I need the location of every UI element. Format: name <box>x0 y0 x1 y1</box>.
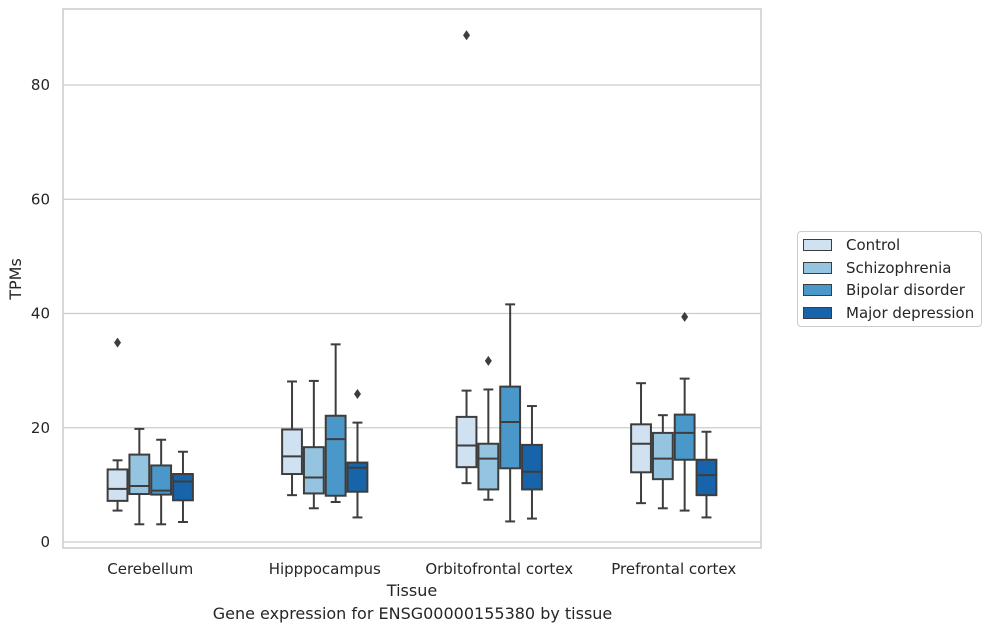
box-cerebellum-schizophrenia <box>128 427 151 526</box>
legend-label-schizophrenia: Schizophrenia <box>846 259 952 277</box>
x-tick-label-prefrontal-cortex: Prefrontal cortex <box>611 560 736 578</box>
box-body-cerebellum-bipolar-disorder <box>150 464 173 496</box>
legend-swatch-major-depression <box>803 307 832 319</box>
legend-label-bipolar-disorder: Bipolar disorder <box>846 281 965 299</box>
box-hipppocampus-bipolar-disorder <box>324 343 347 504</box>
legend: Control Schizophrenia Bipolar disorder M… <box>797 231 982 327</box>
box-body-orbitofrontal-cortex-bipolar-disorder <box>499 385 522 470</box>
legend-item-bipolar-disorder: Bipolar disorder <box>803 280 965 300</box>
plot-area-frame <box>62 8 762 549</box>
box-orbitofrontal-cortex-schizophrenia <box>477 355 500 501</box>
y-tick-label-20: 20 <box>31 419 50 437</box>
outlier-hipppocampus-major-depression-0 <box>353 389 361 400</box>
box-cerebellum-bipolar-disorder <box>150 438 173 526</box>
box-body-prefrontal-cortex-major-depression <box>695 458 718 497</box>
box-body-cerebellum-control <box>106 468 129 502</box>
box-body-cerebellum-schizophrenia <box>128 453 151 496</box>
outlier-prefrontal-cortex-bipolar-disorder-0 <box>681 311 689 322</box>
box-body-orbitofrontal-cortex-major-depression <box>521 443 543 491</box>
box-orbitofrontal-cortex-control <box>455 30 478 485</box>
box-body-prefrontal-cortex-control <box>630 423 652 474</box>
box-body-hipppocampus-major-depression <box>346 461 369 493</box>
legend-label-major-depression: Major depression <box>846 304 975 322</box>
box-hipppocampus-control <box>281 380 303 497</box>
legend-item-major-depression: Major depression <box>803 303 974 323</box>
box-body-hipppocampus-control <box>281 428 303 476</box>
box-hipppocampus-major-depression <box>346 389 369 519</box>
box-cerebellum-control <box>106 337 129 512</box>
y-tick-label-60: 60 <box>31 190 50 208</box>
box-body-orbitofrontal-cortex-control <box>455 415 478 469</box>
y-tick-label-0: 0 <box>40 533 50 551</box>
box-body-orbitofrontal-cortex-schizophrenia <box>477 442 500 491</box>
x-tick-label-cerebellum: Cerebellum <box>107 560 193 578</box>
legend-item-control: Control <box>803 235 900 255</box>
box-prefrontal-cortex-control <box>630 382 652 505</box>
legend-label-control: Control <box>846 236 901 254</box>
box-body-cerebellum-major-depression <box>172 473 194 502</box>
outlier-cerebellum-control-0 <box>114 337 122 348</box>
x-tick-label-orbitofrontal-cortex: Orbitofrontal cortex <box>425 560 573 578</box>
box-hipppocampus-schizophrenia <box>302 379 325 510</box>
x-axis-label: Tissue <box>386 581 437 600</box>
box-prefrontal-cortex-major-depression <box>695 430 718 519</box>
box-orbitofrontal-cortex-major-depression <box>521 405 543 520</box>
box-body-prefrontal-cortex-bipolar-disorder <box>673 413 696 461</box>
y-tick-label-40: 40 <box>31 305 50 323</box>
x-tick-labels: Cerebellum Hipppocampus Orbitofrontal cort… <box>107 560 736 578</box>
box-orbitofrontal-cortex-bipolar-disorder <box>499 303 522 523</box>
box-body-hipppocampus-bipolar-disorder <box>324 414 347 497</box>
legend-swatch-control <box>803 239 832 251</box>
box-cerebellum-major-depression <box>172 450 194 524</box>
legend-swatch-bipolar-disorder <box>803 284 832 296</box>
y-tick-label-80: 80 <box>31 76 50 94</box>
box-series <box>106 30 718 526</box>
legend-swatch-schizophrenia <box>803 262 832 274</box>
outlier-orbitofrontal-cortex-control-0 <box>463 30 471 41</box>
chart-caption: Gene expression for ENSG00000155380 by t… <box>212 604 613 623</box>
x-tick-label-hipppocampus: Hipppocampus <box>269 560 381 578</box>
legend-item-schizophrenia: Schizophrenia <box>803 258 951 278</box>
box-prefrontal-cortex-bipolar-disorder <box>673 311 696 512</box>
box-body-hipppocampus-schizophrenia <box>302 446 325 495</box>
box-body-prefrontal-cortex-schizophrenia <box>651 431 674 481</box>
box-prefrontal-cortex-schizophrenia <box>651 414 674 510</box>
outlier-orbitofrontal-cortex-schizophrenia-0 <box>484 355 492 366</box>
y-axis-label: TPMs <box>6 258 25 301</box>
y-tick-labels: 0 20 40 60 80 <box>31 76 50 551</box>
